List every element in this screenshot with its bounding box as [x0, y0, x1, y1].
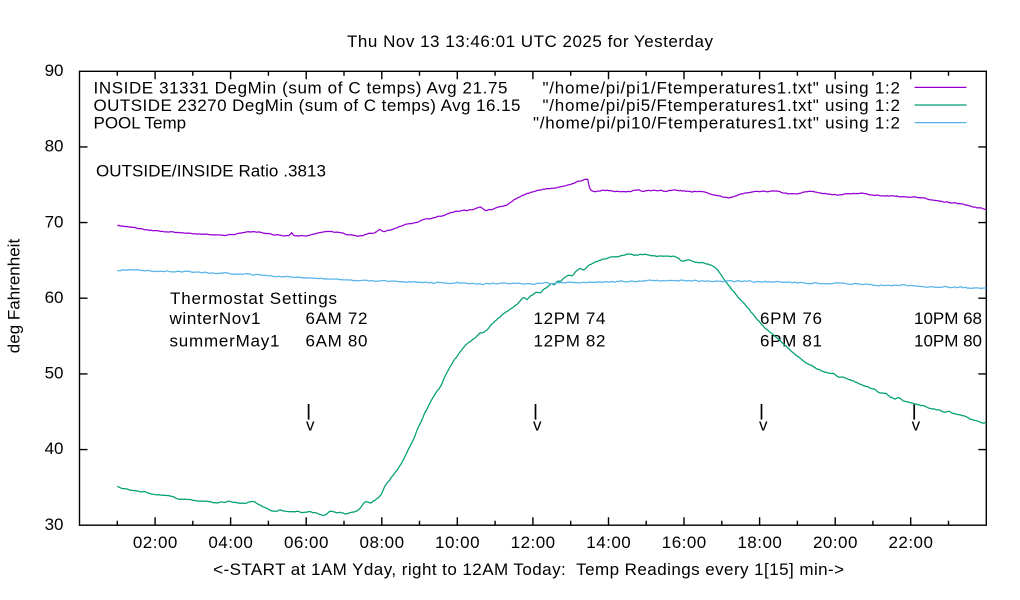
svg-text:v: v [912, 415, 921, 434]
svg-text:"/home/pi/pi10/Ftemperatures1.: "/home/pi/pi10/Ftemperatures1.txt" using… [533, 114, 900, 133]
svg-text:18:00: 18:00 [737, 533, 782, 552]
svg-text:70: 70 [45, 212, 64, 231]
svg-text:90: 90 [45, 61, 64, 80]
svg-text:30: 30 [45, 515, 64, 534]
svg-text:6PM 81: 6PM 81 [760, 331, 822, 350]
svg-text:20:00: 20:00 [813, 533, 858, 552]
svg-text:POOL Temp: POOL Temp [94, 114, 187, 133]
svg-text:22:00: 22:00 [888, 533, 933, 552]
svg-text:"/home/pi/pi1/Ftemperatures1.t: "/home/pi/pi1/Ftemperatures1.txt" using … [543, 79, 901, 98]
svg-text:10PM 68: 10PM 68 [914, 309, 982, 328]
svg-text:v: v [306, 415, 315, 434]
svg-text:Thermostat Settings: Thermostat Settings [170, 289, 337, 308]
svg-text:04:00: 04:00 [208, 533, 253, 552]
svg-text:06:00: 06:00 [284, 533, 329, 552]
svg-text:12:00: 12:00 [511, 533, 556, 552]
svg-text:6AM 72: 6AM 72 [306, 309, 368, 328]
svg-text:6PM 76: 6PM 76 [760, 309, 822, 328]
svg-text:08:00: 08:00 [360, 533, 405, 552]
svg-text:40: 40 [45, 439, 64, 458]
svg-text:10:00: 10:00 [435, 533, 480, 552]
svg-text:deg Fahrenheit: deg Fahrenheit [5, 239, 24, 354]
svg-text:v: v [759, 415, 768, 434]
svg-text:12PM 82: 12PM 82 [534, 331, 606, 350]
svg-text:16:00: 16:00 [662, 533, 707, 552]
svg-text:v: v [533, 415, 542, 434]
svg-text:10PM 80: 10PM 80 [914, 331, 982, 350]
svg-text:OUTSIDE 23270 DegMin (sum of C: OUTSIDE 23270 DegMin (sum of C temps) Av… [94, 96, 521, 115]
svg-text:"/home/pi/pi5/Ftemperatures1.t: "/home/pi/pi5/Ftemperatures1.txt" using … [543, 96, 901, 115]
svg-text:6AM 80: 6AM 80 [306, 331, 368, 350]
svg-text:OUTSIDE/INSIDE Ratio .3813: OUTSIDE/INSIDE Ratio .3813 [96, 162, 326, 181]
svg-text:<-START at 1AM Yday, right to: <-START at 1AM Yday, right to 12AM Today… [213, 560, 844, 579]
svg-text:12PM 74: 12PM 74 [534, 309, 606, 328]
svg-text:50: 50 [45, 364, 64, 383]
svg-text:INSIDE 31331 DegMin (sum of C: INSIDE 31331 DegMin (sum of C temps) Avg… [94, 79, 508, 98]
svg-text:80: 80 [45, 137, 64, 156]
svg-text:02:00: 02:00 [133, 533, 178, 552]
svg-text:winterNov1: winterNov1 [169, 309, 261, 328]
svg-text:14:00: 14:00 [586, 533, 631, 552]
svg-text:60: 60 [45, 288, 64, 307]
svg-text:Thu Nov 13 13:46:01 UTC 2025 f: Thu Nov 13 13:46:01 UTC 2025 for Yesterd… [347, 32, 714, 51]
svg-text:summerMay1: summerMay1 [170, 331, 280, 350]
